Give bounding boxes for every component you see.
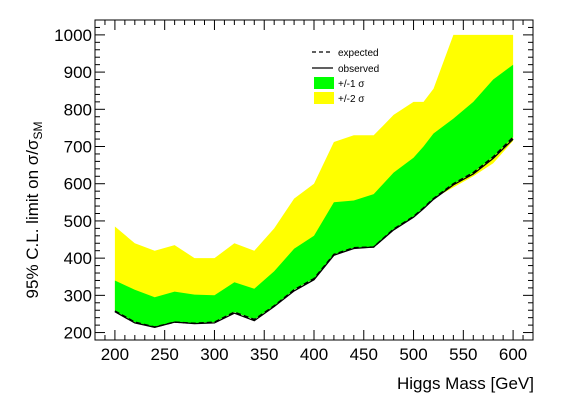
y-tick-label: 800 — [64, 100, 92, 119]
plus-minus-1-sigma-band — [114, 64, 514, 327]
x-tick-label: 350 — [250, 345, 278, 364]
y-tick-label: 300 — [64, 286, 92, 305]
y-tick-label: 400 — [64, 249, 92, 268]
legend: expected observed +/-1 σ +/-2 σ — [312, 48, 379, 105]
y-axis-title: 95% C.L. limit on σ/σSM — [23, 122, 45, 299]
legend-2-sigma-swatch — [314, 92, 334, 104]
y-tick-label: 200 — [64, 324, 92, 343]
y-axis-title-subscript: SM — [31, 122, 45, 140]
observed-limit-line — [114, 138, 514, 328]
y-axis-title-main: 95% C.L. limit on σ/σ — [23, 139, 42, 298]
x-tick-label: 550 — [449, 345, 477, 364]
x-tick-label: 600 — [499, 345, 527, 364]
legend-2-sigma-label: +/-2 σ — [338, 94, 365, 105]
x-tick-label: 200 — [101, 345, 129, 364]
x-tick-label: 450 — [350, 345, 378, 364]
x-tick-label: 500 — [399, 345, 427, 364]
x-axis-ticks: 200 250 300 350 400 450 500 550 600 — [101, 20, 527, 364]
plus-minus-2-sigma-band — [114, 34, 514, 328]
x-tick-label: 300 — [200, 345, 228, 364]
x-tick-label: 400 — [300, 345, 328, 364]
y-tick-label: 1000 — [54, 26, 92, 45]
x-axis-title: Higgs Mass [GeV] — [397, 374, 534, 393]
y-tick-label: 500 — [64, 212, 92, 231]
y-axis-ticks: 200 300 400 500 600 700 800 900 1000 — [54, 19, 533, 343]
x-tick-label: 250 — [150, 345, 178, 364]
legend-1-sigma-label: +/-1 σ — [338, 79, 365, 90]
y-tick-label: 900 — [64, 63, 92, 82]
plot-area — [114, 34, 514, 328]
legend-1-sigma-swatch — [314, 77, 334, 89]
legend-expected-label: expected — [338, 48, 379, 59]
legend-observed-label: observed — [338, 64, 379, 75]
y-tick-label: 600 — [64, 175, 92, 194]
y-tick-label: 700 — [64, 138, 92, 157]
